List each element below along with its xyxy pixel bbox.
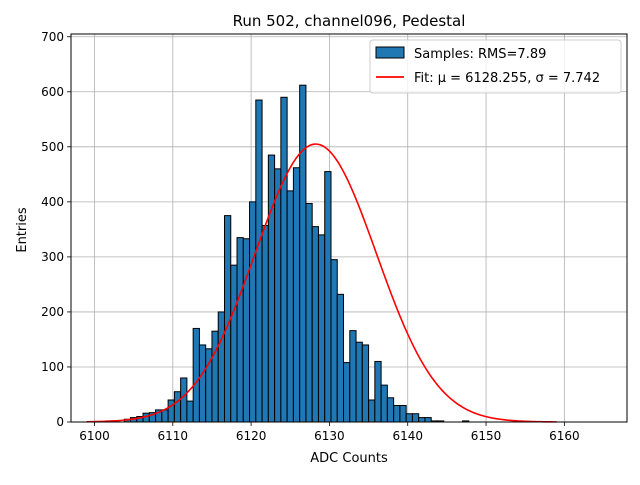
histogram-bar [368, 399, 376, 423]
histogram-bar [261, 225, 269, 423]
x-tick-label: 6140 [392, 429, 423, 443]
histogram-bar [173, 391, 182, 423]
histogram-bar [267, 154, 276, 423]
histogram-bar [305, 203, 313, 423]
y-tick-label: 100 [41, 360, 64, 374]
y-tick-label: 700 [41, 30, 64, 44]
histogram-bar [399, 404, 407, 423]
histogram-bar [311, 226, 319, 423]
x-tick-label: 6110 [158, 429, 189, 443]
histogram-bar [198, 344, 207, 423]
histogram-bar [211, 330, 219, 423]
histogram-bar [255, 99, 263, 423]
histogram-bar [180, 377, 188, 423]
y-tick-label: 300 [41, 250, 64, 264]
histogram-bar [405, 413, 413, 423]
x-tick-label: 6120 [236, 429, 267, 443]
histogram-bar [274, 168, 282, 423]
y-tick-label: 0 [56, 415, 64, 429]
x-tick-label: 6150 [471, 429, 502, 443]
y-tick-label: 200 [41, 305, 64, 319]
legend-label-fit: Fit: μ = 6128.255, σ = 7.742 [414, 71, 600, 86]
legend: Samples: RMS=7.89 Fit: μ = 6128.255, σ =… [369, 39, 622, 94]
histogram-bar [424, 417, 432, 423]
x-axis-label: ADC Counts [310, 451, 388, 466]
legend-box [369, 39, 622, 94]
axis-ticks: 6100 6110 6120 6130 6140 6150 6160 0 100 200 300 40… [41, 30, 580, 443]
histogram-bar [161, 409, 169, 423]
y-axis-label: Entries [15, 207, 30, 253]
histogram-bar [292, 167, 301, 423]
histogram-bar [192, 327, 200, 423]
plot-frame [70, 33, 628, 423]
histogram-bar [186, 400, 194, 423]
histogram-bar [349, 330, 357, 423]
histogram-bar [374, 360, 382, 423]
x-tick-label: 6100 [79, 429, 110, 443]
histogram-bar [236, 237, 244, 423]
y-tick-label: 600 [41, 85, 64, 99]
y-tick-label: 400 [41, 195, 64, 209]
histogram-bar [393, 404, 401, 423]
fit-curve-layer [86, 143, 557, 423]
histogram-bar [280, 96, 288, 423]
histogram-bar [330, 259, 338, 423]
y-tick-label: 500 [41, 140, 64, 154]
legend-label-samples: Samples: RMS=7.89 [414, 47, 546, 62]
histogram-bar [343, 362, 351, 423]
x-tick-label: 6160 [549, 429, 580, 443]
histogram-bar [380, 384, 388, 423]
histogram-bar [355, 341, 363, 423]
histogram-bar [418, 417, 426, 423]
histogram-bar [286, 190, 294, 423]
histogram-bar [242, 238, 251, 423]
chart-title: Run 502, channel096, Pedestal [233, 12, 466, 30]
histogram-bar [217, 311, 225, 423]
histogram-bar [324, 171, 332, 423]
histogram-bar [230, 264, 238, 423]
histogram-bar [299, 84, 307, 423]
fit-curve [86, 143, 557, 423]
histogram-bar [386, 397, 395, 423]
histogram-bar [336, 293, 345, 423]
histogram-bar [167, 399, 175, 423]
histogram-bar [317, 234, 326, 423]
histogram-bar [361, 344, 370, 423]
histogram-bar [411, 413, 420, 423]
legend-swatch-samples [375, 46, 405, 59]
x-tick-label: 6130 [314, 429, 345, 443]
histogram-bar [249, 201, 257, 423]
